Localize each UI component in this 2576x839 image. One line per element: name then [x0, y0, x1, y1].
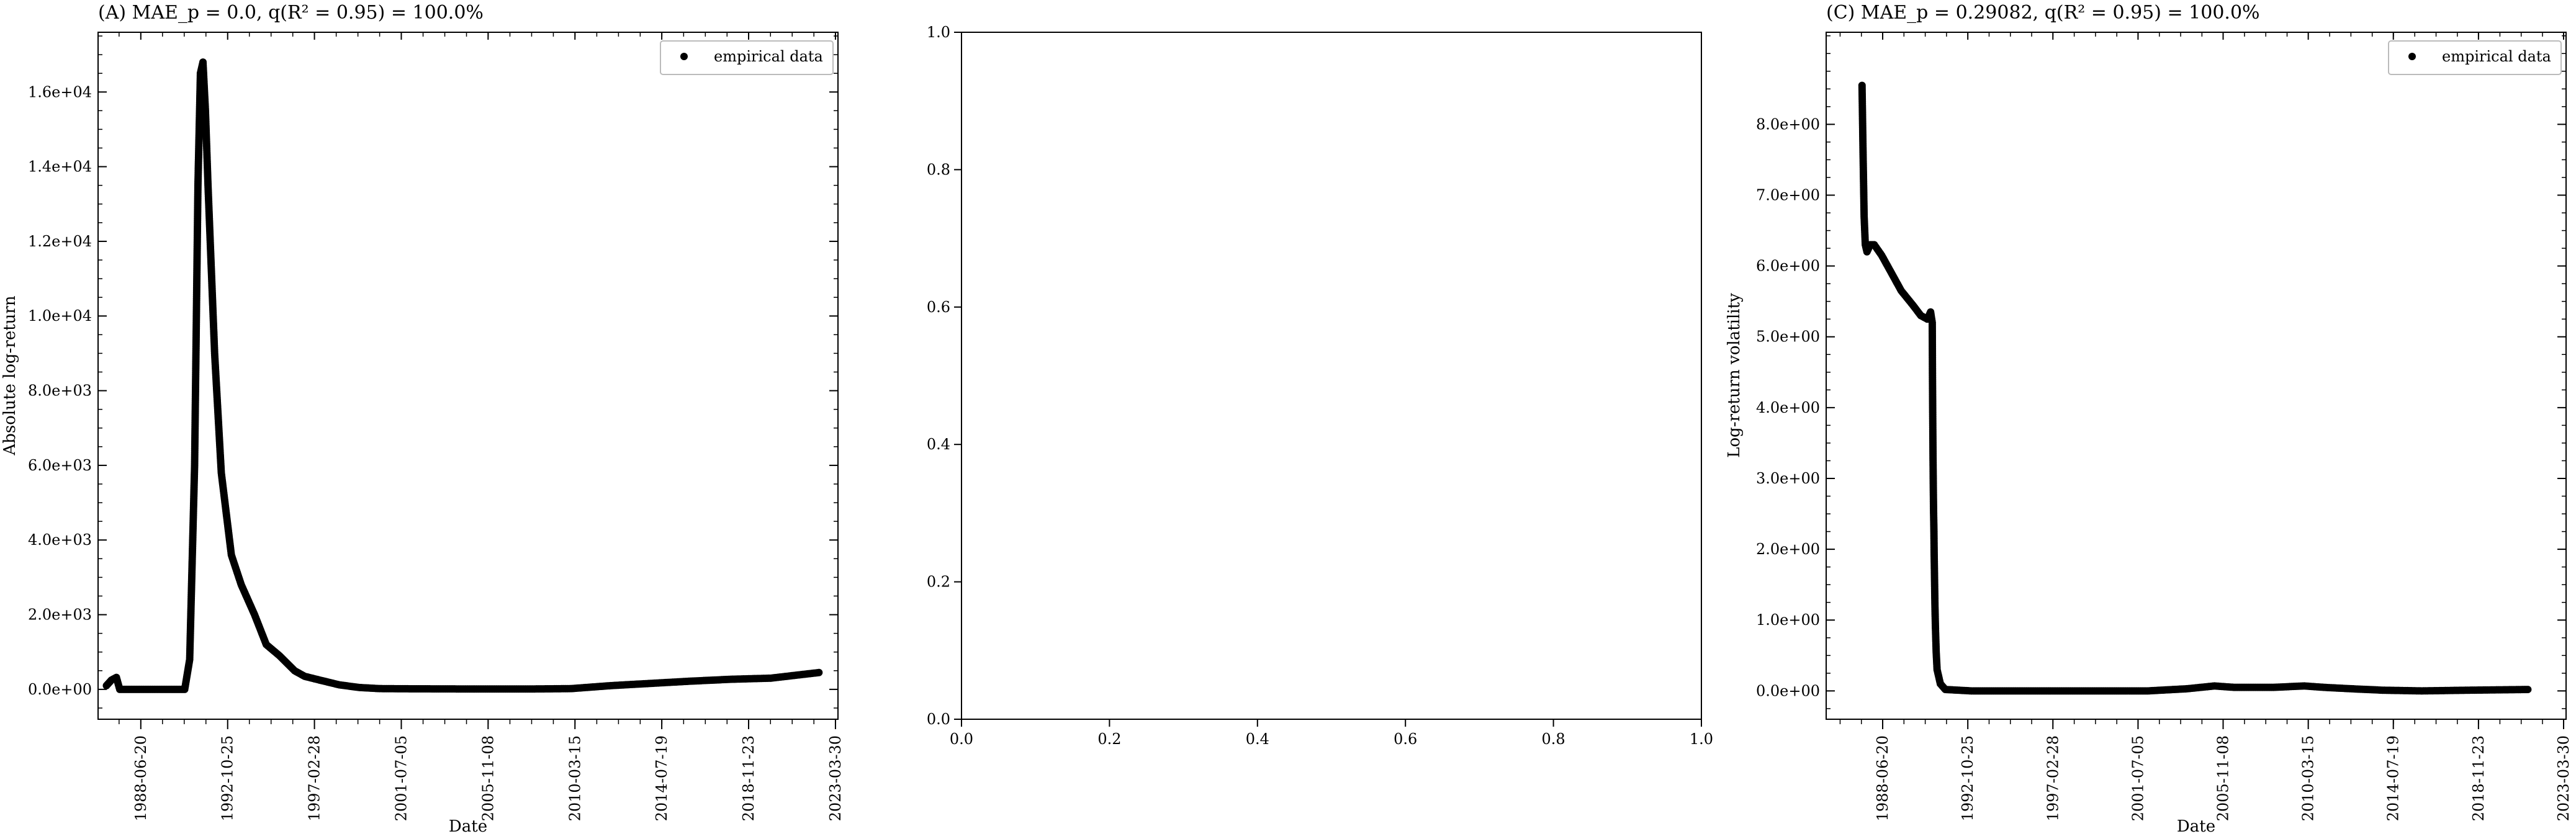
- panel-c-legend-box: [2388, 40, 2562, 75]
- pb-x-tick-label: 0.0: [950, 730, 973, 748]
- pa-y-tick-label: 6.0e+03: [28, 457, 92, 474]
- pa-y-tick-label: 8.0e+03: [28, 382, 92, 400]
- panel-a-x-axis: 1988-06-20 1992-10-25 1997-02-28 2001-07-05…: [119, 32, 844, 821]
- pa-y-tick-label: 1.2e+04: [28, 233, 92, 250]
- pc-x-tick-label: 2023-03-30: [2555, 735, 2572, 821]
- pc-y-tick-label: 4.0e+00: [1756, 399, 1820, 416]
- panel-b-x-axis: 0.0 0.2 0.4 0.6 0.8 1.0: [950, 719, 1713, 748]
- pa-x-tick-label: 2023-03-30: [827, 735, 844, 821]
- pc-x-tick-label: 1988-06-20: [1874, 735, 1891, 821]
- pa-y-tick-label: 1.6e+04: [28, 83, 92, 101]
- panel-c: (C) MAE_p = 0.29082, q(R² = 0.95) = 100.…: [1725, 2, 2572, 836]
- panel-b: 0.0 0.2 0.4 0.6 0.8 1.0 0.0 0.2 0.4 0.6 0.8 1.0: [927, 24, 1713, 748]
- panel-a-legend-box: [660, 40, 834, 75]
- pa-y-tick-label: 1.0e+04: [28, 307, 92, 325]
- pa-x-tick-label: 2010-03-15: [566, 735, 583, 821]
- panel-a-y-axis: 0.0e+00 2.0e+03 4.0e+03 6.0e+03 8.0e+03 1.0e+…: [28, 35, 838, 709]
- pb-x-tick-label: 0.2: [1097, 730, 1121, 748]
- pc-x-tick-label: 1992-10-25: [1959, 735, 1976, 821]
- panel-a-y-axis-label: Absolute log-return: [1, 295, 19, 455]
- pa-x-tick-label: 1992-10-25: [219, 735, 236, 821]
- pb-y-tick-label: 0.6: [927, 298, 950, 316]
- panel-c-legend: empirical data: [2388, 40, 2562, 75]
- panel-b-plot-frame: [961, 32, 1702, 720]
- pb-x-tick-label: 0.4: [1246, 730, 1269, 748]
- pa-x-tick-label: 2014-07-19: [653, 735, 670, 821]
- panel-c-x-axis: 1988-06-20 1992-10-25 1997-02-28 2001-07-05…: [1839, 32, 2572, 821]
- pa-x-tick-label: 2001-07-05: [393, 735, 410, 821]
- panel-b-y-axis: 0.0 0.2 0.4 0.6 0.8 1.0: [927, 24, 961, 728]
- panel-a-plot-frame: [97, 32, 839, 720]
- pb-x-tick-label: 0.6: [1394, 730, 1417, 748]
- panel-a-legend: empirical data: [660, 40, 834, 75]
- panel-c-y-axis-label: Log-return volatility: [1725, 293, 1744, 458]
- panel-a-x-axis-label: Date: [449, 817, 487, 836]
- panel-c-title: (C) MAE_p = 0.29082, q(R² = 0.95) = 100.…: [1826, 2, 2260, 24]
- pc-x-tick-label: 1997-02-28: [2044, 735, 2061, 821]
- pc-x-tick-label: 2014-07-19: [2385, 735, 2402, 821]
- panel-c-x-axis-label: Date: [2177, 817, 2215, 836]
- pc-y-tick-label: 0.0e+00: [1756, 682, 1820, 699]
- pc-data-point: [2524, 686, 2532, 694]
- pc-y-tick-label: 3.0e+00: [1756, 470, 1820, 487]
- pc-x-tick-label: 2001-07-05: [2129, 735, 2146, 821]
- pc-y-tick-label: 7.0e+00: [1756, 186, 1820, 204]
- pc-x-tick-label: 2005-11-08: [2214, 735, 2231, 821]
- panel-a-legend-marker: [680, 53, 688, 60]
- pa-y-tick-label: 2.0e+03: [28, 606, 92, 624]
- panel-c-legend-label: empirical data: [2442, 48, 2551, 65]
- pa-x-tick-label: 2018-11-23: [740, 735, 757, 821]
- pb-x-tick-label: 1.0: [1690, 730, 1713, 748]
- pa-y-tick-label: 4.0e+03: [28, 531, 92, 549]
- panel-a-title: (A) MAE_p = 0.0, q(R² = 0.95) = 100.0%: [98, 2, 484, 24]
- pa-y-tick-label: 1.4e+04: [28, 158, 92, 176]
- pb-y-tick-label: 0.8: [927, 161, 950, 178]
- panel-a-series-empirical-data: [102, 58, 823, 693]
- pb-y-tick-label: 0.2: [927, 573, 950, 591]
- pc-y-tick-label: 1.0e+00: [1756, 611, 1820, 629]
- panel-c-plot-frame: [1826, 32, 2567, 720]
- pb-x-tick-label: 0.8: [1542, 730, 1565, 748]
- pa-y-tick-label: 0.0e+00: [28, 681, 92, 698]
- pa-data-point: [815, 668, 823, 676]
- pc-x-tick-label: 2018-11-23: [2470, 735, 2487, 821]
- panel-c-y-axis: 0.0e+00 1.0e+00 2.0e+00 3.0e+00 4.0e+00 5.0e+…: [1756, 35, 2566, 709]
- panel-c-series-empirical-data: [1858, 81, 2532, 695]
- pb-y-tick-label: 1.0: [927, 24, 950, 41]
- pc-x-tick-label: 2010-03-15: [2300, 735, 2317, 821]
- pc-y-tick-label: 5.0e+00: [1756, 328, 1820, 346]
- pa-x-tick-label: 2005-11-08: [479, 735, 497, 821]
- pc-y-tick-label: 6.0e+00: [1756, 258, 1820, 275]
- panel-a-legend-label: empirical data: [714, 48, 823, 65]
- pb-y-tick-label: 0.4: [927, 436, 950, 453]
- panel-a: (A) MAE_p = 0.0, q(R² = 0.95) = 100.0% 0…: [1, 2, 844, 836]
- pb-y-tick-label: 0.0: [927, 711, 950, 728]
- panel-c-legend-marker: [2408, 53, 2416, 60]
- pc-y-tick-label: 2.0e+00: [1756, 541, 1820, 558]
- pa-x-tick-label: 1988-06-20: [132, 735, 150, 821]
- pc-y-tick-label: 8.0e+00: [1756, 115, 1820, 133]
- pa-x-tick-label: 1997-02-28: [306, 735, 323, 821]
